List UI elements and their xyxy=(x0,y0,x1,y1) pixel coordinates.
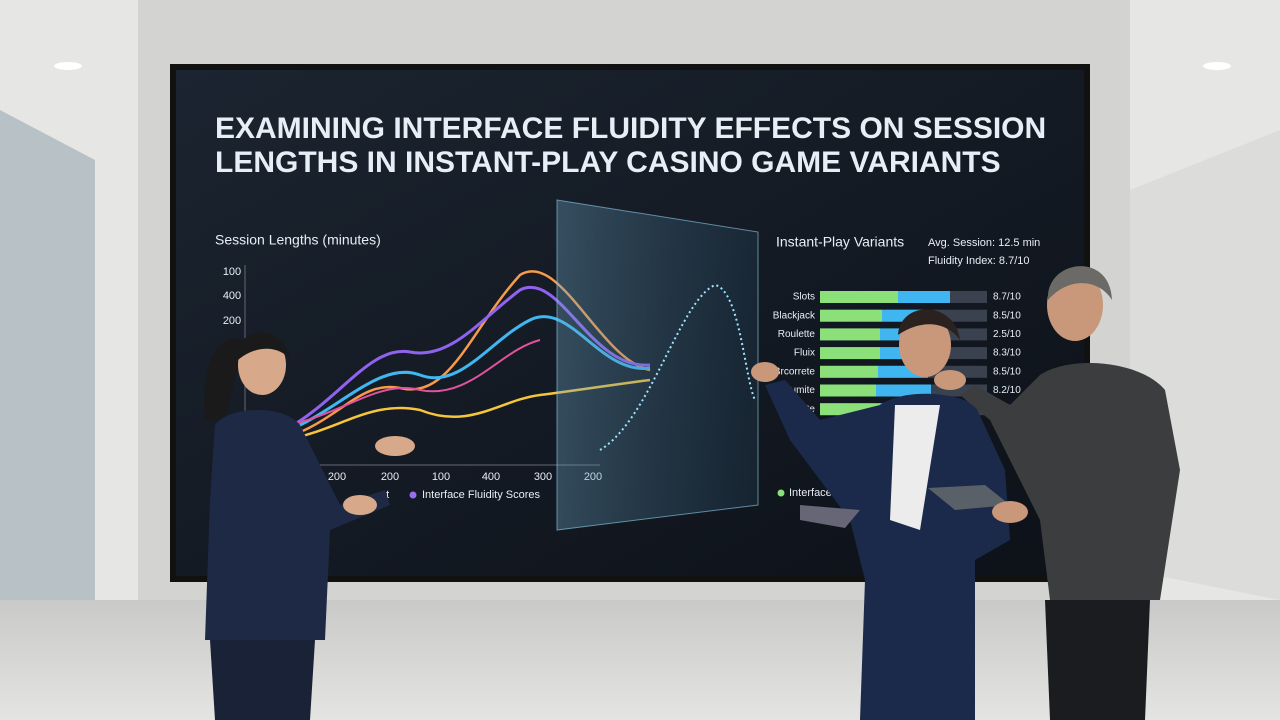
curve xyxy=(289,339,541,426)
bar-green xyxy=(820,328,880,341)
row-label: Slots xyxy=(793,292,815,303)
panel-title: Instant-Play Variants xyxy=(776,234,904,250)
y-label: 200 xyxy=(223,315,241,327)
title-line: LENGTHS IN INSTANT-PLAY CASINO GAME VARI… xyxy=(215,146,1001,179)
ceiling-light xyxy=(54,62,82,70)
woman xyxy=(204,332,415,720)
row-score: 8.7/10 xyxy=(993,292,1021,303)
bar-green xyxy=(820,347,880,360)
legend-dot xyxy=(409,491,417,499)
bar-blue xyxy=(876,384,931,397)
row-label: Kumite xyxy=(784,385,816,396)
bar-green xyxy=(820,384,876,397)
panel-title: Session Lengths (minutes) xyxy=(215,232,381,248)
glass-panel xyxy=(556,199,759,531)
row-label: Fluix xyxy=(794,348,815,359)
bar-blue xyxy=(898,291,950,303)
bar-green xyxy=(820,291,898,303)
glass-wall xyxy=(0,110,95,610)
legend-label: Interface Fluidity Scores xyxy=(422,489,540,501)
x-label: 400 xyxy=(482,471,500,483)
stat: Fluidity Index: 8.7/10 xyxy=(928,255,1030,267)
row-score: 8.5/10 xyxy=(993,310,1021,321)
x-label: 200 xyxy=(381,471,399,483)
particle-curve xyxy=(599,283,756,451)
bar-green xyxy=(820,309,882,322)
man-right xyxy=(928,266,1180,720)
y-label: 100 xyxy=(223,266,241,278)
x-label: 300 xyxy=(534,471,552,483)
ceiling-light xyxy=(1203,62,1231,70)
row-label: Roulette xyxy=(778,329,816,340)
x-label: 100 xyxy=(432,471,450,483)
row-score: 8.3/10 xyxy=(993,348,1021,359)
x-label: 200 xyxy=(328,471,346,483)
legend-dot xyxy=(777,489,785,497)
row-label: Blackjack xyxy=(773,310,816,321)
title-line: EXAMINING INTERFACE FLUIDITY EFFECTS ON … xyxy=(215,112,1046,145)
man-center xyxy=(751,309,1010,720)
y-label: 400 xyxy=(223,290,241,302)
row-score: 8.5/10 xyxy=(993,366,1021,377)
stat: Avg. Session: 12.5 min xyxy=(928,237,1040,249)
row-score: 8.2/10 xyxy=(993,385,1021,396)
bar-green xyxy=(820,365,878,378)
row-score: 2.5/10 xyxy=(993,329,1021,340)
row-label: Brcorrete xyxy=(774,366,816,377)
